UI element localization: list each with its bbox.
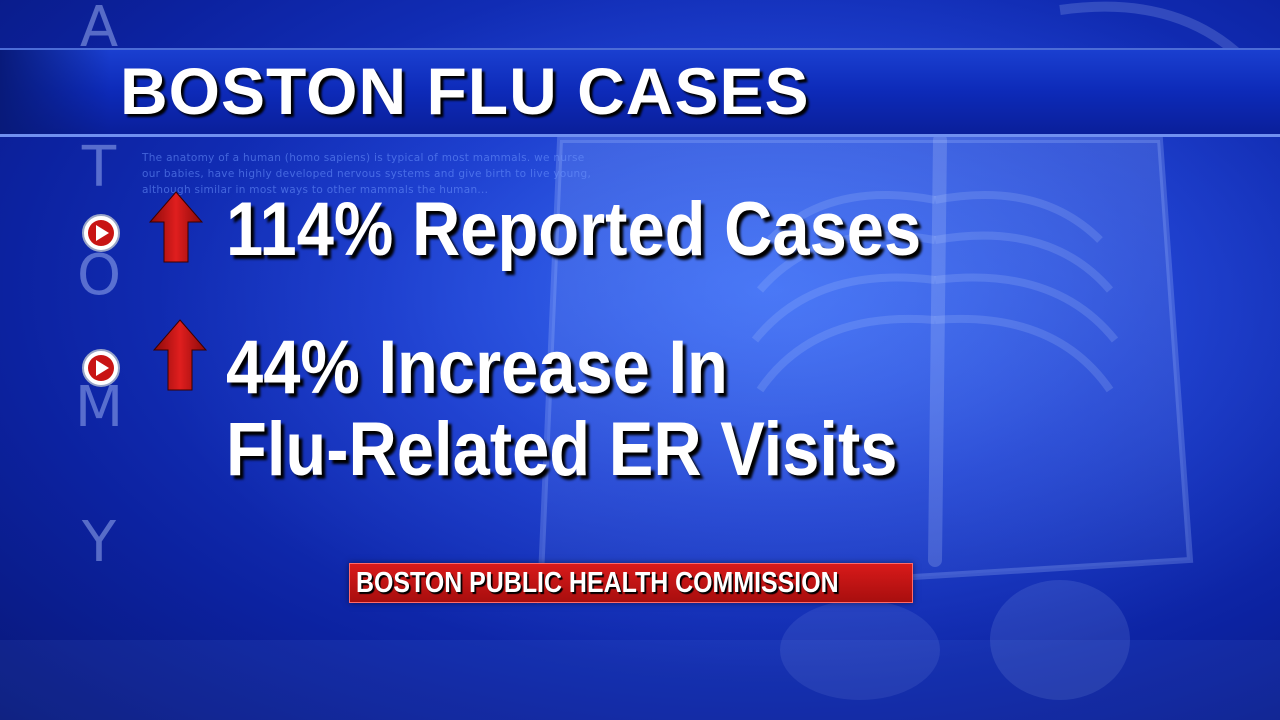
side-letter-t: T [81,135,117,200]
up-arrow-icon [152,319,208,391]
play-icon [82,214,120,252]
bullet-text-line: Flu-Related ER Visits [226,407,898,492]
side-letter-m: M [74,375,124,440]
page-title: BOSTON FLU CASES [120,54,810,128]
source-label: BOSTON PUBLIC HEALTH COMMISSION [356,567,839,599]
bullet-text-line: 44% Increase In [226,325,728,410]
title-bar: BOSTON FLU CASES [0,48,1280,137]
source-badge: BOSTON PUBLIC HEALTH COMMISSION [349,563,913,603]
side-letter-y: Y [81,510,117,575]
bullet-text-line: 114% Reported Cases [226,187,922,272]
side-letter-o: O [76,243,122,308]
up-arrow-icon [148,191,204,263]
play-icon [82,349,120,387]
title-bar-shade [0,50,110,134]
